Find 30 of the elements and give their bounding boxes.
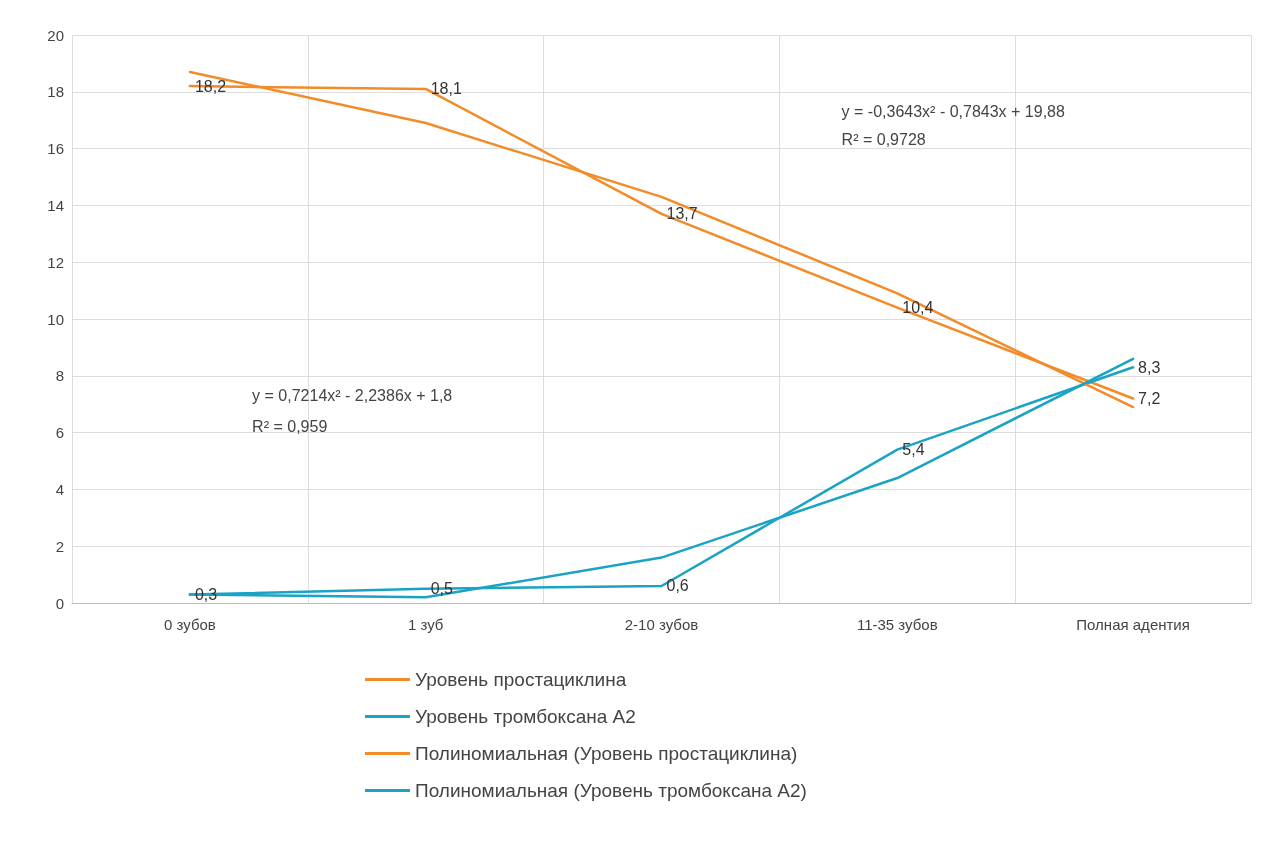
x-tick-label: 11-35 зубов: [856, 616, 938, 633]
x-tick-label: 2-10 зубов: [624, 616, 699, 633]
y-tick-label: 4: [55, 480, 64, 498]
data-label: 13,7: [666, 205, 698, 223]
legend-label: Полиномиальная (Уровень простациклина): [415, 743, 798, 764]
legend-label: Полиномиальная (Уровень тромбоксана А2): [415, 780, 807, 801]
data-label: 0,6: [666, 577, 689, 595]
y-tick-label: 8: [55, 367, 64, 385]
y-tick-label: 20: [47, 26, 64, 44]
y-tick-label: 10: [47, 310, 64, 328]
x-tick-label: Полная адентия: [1076, 616, 1190, 633]
legend-label: Уровень тромбоксана А2: [415, 706, 636, 727]
data-label: 5,4: [902, 441, 925, 459]
x-tick-label: 0 зубов: [164, 616, 216, 633]
y-tick-label: 12: [47, 253, 64, 271]
y-tick-label: 6: [55, 424, 64, 442]
annotation: R² = 0,959: [252, 417, 328, 435]
y-tick-label: 2: [55, 537, 64, 555]
x-tick-label: 1 зуб: [407, 616, 444, 633]
annotation: y = 0,7214x² - 2,2386x + 1,8: [252, 386, 453, 404]
y-tick-label: 18: [47, 83, 64, 101]
data-label: 18,1: [430, 80, 462, 98]
legend-label: Уровень простациклина: [415, 669, 627, 690]
annotation: R² = 0,9728: [841, 131, 926, 149]
annotation: y = -0,3643x² - 0,7843x + 19,88: [841, 102, 1065, 120]
y-tick-label: 16: [47, 140, 64, 158]
y-tick-label: 0: [55, 594, 64, 612]
data-label: 8,3: [1138, 358, 1161, 376]
y-tick-label: 14: [47, 196, 64, 214]
data-label: 7,2: [1138, 390, 1161, 408]
